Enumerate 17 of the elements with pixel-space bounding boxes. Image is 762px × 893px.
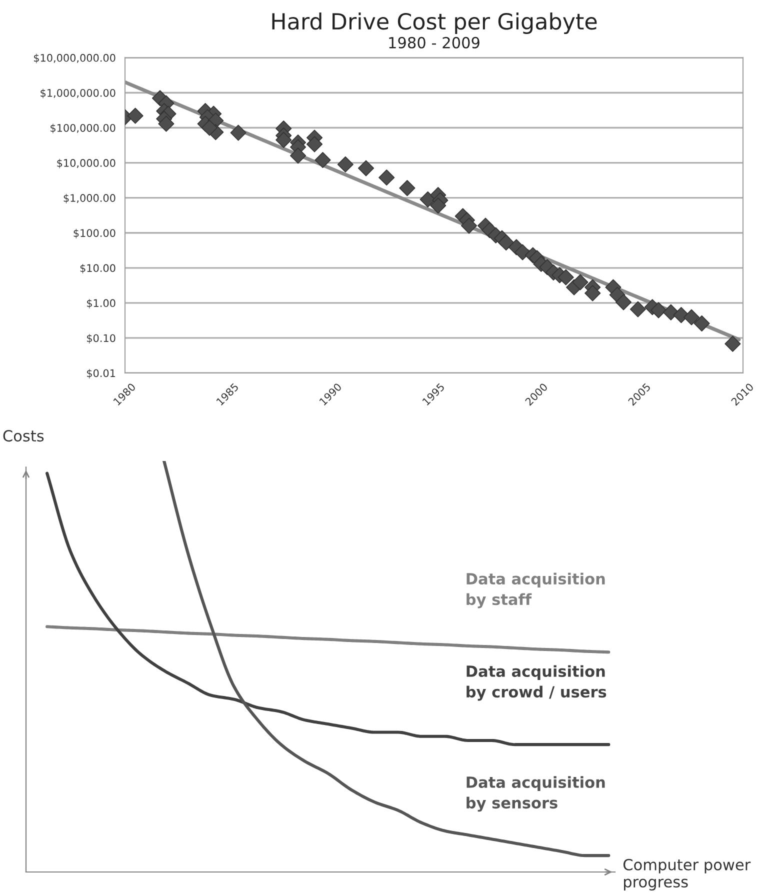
- chart-subtitle: 1980 - 2009: [389, 36, 480, 48]
- y-tick-label: $1,000,000.00: [40, 88, 116, 98]
- y-tick-label: $0.01: [87, 369, 116, 378]
- y-axis-title: Costs: [3, 430, 44, 442]
- chart-title: Hard Drive Cost per Gigabyte: [272, 12, 597, 34]
- text: Data acquisition by staff: [466, 572, 605, 608]
- text: Data acquisition by crowd / users: [466, 665, 606, 701]
- y-tick-label: $10,000,000.00: [34, 54, 116, 64]
- x-axis-title: Computer power progress: [623, 858, 751, 890]
- y-tick-label: $0.10: [87, 334, 116, 344]
- y-tick-label: $1,000.00: [64, 194, 116, 204]
- series-label: Data acquisition by sensors: [466, 776, 605, 812]
- y-tick-label: $100,000.00: [50, 124, 116, 134]
- y-tick-label: $1.00: [87, 298, 116, 308]
- y-tick-label: $10,000.00: [57, 158, 116, 168]
- y-tick-label: $10.00: [80, 264, 116, 274]
- y-tick-label: $100.00: [74, 228, 116, 238]
